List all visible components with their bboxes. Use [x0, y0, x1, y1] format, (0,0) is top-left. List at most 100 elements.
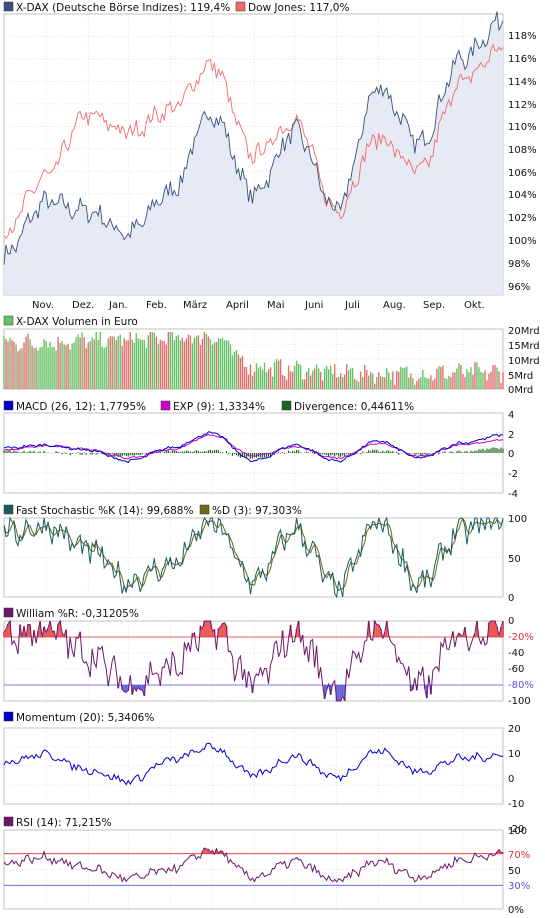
price-ytick: 106% — [508, 168, 537, 179]
volume-bar — [380, 376, 382, 389]
stoch-k-legend-label: Fast Stochastic %K (14): 99,688% — [16, 505, 193, 517]
volume-bar — [484, 370, 486, 389]
stoch-k-line — [3, 516, 504, 599]
volume-bar — [450, 377, 452, 389]
volume-bar — [494, 365, 496, 389]
volume-bar — [171, 332, 174, 389]
volume-bar — [123, 338, 125, 389]
volume-bar — [297, 363, 300, 389]
stoch-k-legend-swatch — [3, 504, 14, 515]
volume-bar — [323, 368, 326, 389]
volume-bar — [55, 350, 57, 389]
volume-bar — [151, 332, 153, 389]
volume-bar — [416, 380, 418, 389]
price-ytick: 118% — [508, 31, 537, 42]
rsi-ytick: 70% — [508, 850, 530, 861]
volume-bar — [99, 332, 101, 389]
volume-bar — [91, 337, 93, 389]
volume-bar — [101, 346, 103, 389]
volume-bar — [65, 345, 67, 389]
volume-bar — [213, 342, 216, 389]
volume-bar — [414, 384, 416, 389]
volume-bar — [402, 368, 404, 389]
volume-bar — [21, 348, 23, 389]
month-label-mai: Mai — [267, 300, 285, 311]
month-label-dez: Dez. — [72, 300, 94, 311]
volume-ytick: 5Mrd — [508, 371, 533, 382]
volume-bar — [97, 340, 99, 389]
volume-bar — [490, 371, 492, 389]
momentum-plot — [3, 727, 504, 805]
volume-ytick: 0Mrd — [508, 385, 533, 396]
volume-bar — [53, 346, 55, 389]
stoch-d-legend-swatch — [199, 504, 210, 515]
volume-bar — [333, 364, 336, 389]
volume-bar — [163, 340, 166, 389]
volume-bar — [384, 377, 386, 389]
volume-bar — [89, 341, 91, 389]
volume-bar — [412, 378, 414, 389]
volume-bar — [496, 367, 498, 389]
volume-bar — [498, 371, 500, 389]
month-label-nov: Nov. — [32, 300, 54, 311]
volume-bar — [482, 372, 484, 389]
macd-ytick: -2 — [508, 469, 518, 480]
volume-bar — [19, 349, 21, 389]
volume-bar — [73, 342, 75, 389]
volume-bar — [129, 332, 131, 389]
volume-bar — [27, 333, 29, 389]
volume-bar — [424, 377, 426, 389]
volume-bar — [45, 341, 47, 389]
dowjones-legend-label: Dow Jones: 117,0% — [248, 2, 349, 14]
volume-bar — [434, 378, 436, 389]
volume-bar — [303, 379, 306, 389]
price-ytick: 116% — [508, 54, 537, 65]
volume-bar — [343, 374, 346, 389]
volume-bar — [111, 336, 113, 389]
volume-bar — [476, 362, 478, 389]
volume-bar — [17, 351, 19, 389]
volume-bar — [75, 337, 77, 389]
volume-bar — [271, 376, 274, 389]
rsi-ytick: 0% — [508, 905, 524, 916]
divergence-legend-label: Divergence: 0,44611% — [294, 401, 414, 413]
price-ytick: 108% — [508, 145, 537, 156]
volume-bar — [418, 378, 420, 389]
volume-bar — [480, 371, 482, 389]
macd-ytick: 2 — [508, 430, 514, 441]
volume-bar — [390, 379, 392, 389]
volume-bar — [197, 335, 200, 389]
volume-bar — [167, 332, 170, 389]
volume-bar — [149, 332, 151, 389]
momentum-line — [3, 742, 504, 786]
volume-bar — [141, 339, 143, 389]
volume-bar — [502, 372, 504, 389]
volume-bar — [341, 377, 344, 389]
volume-bar — [205, 333, 208, 389]
volume-bar — [139, 339, 141, 389]
macd-legend-swatch — [3, 400, 14, 411]
stoch-ytick: 50 — [508, 554, 521, 565]
stoch-ytick: 0 — [508, 593, 514, 604]
volume-bar — [115, 339, 117, 389]
price-ytick: 114% — [508, 77, 537, 88]
rsi-plot — [3, 829, 504, 910]
volume-bar — [436, 368, 438, 389]
volume-bar — [311, 370, 314, 389]
price-ytick: 100% — [508, 236, 537, 247]
volume-bar — [119, 334, 121, 389]
williams-ytick: -80% — [508, 680, 534, 691]
dowjones-line — [3, 43, 504, 239]
volume-bar — [47, 347, 49, 389]
momentum-ytick: -10 — [508, 799, 524, 810]
volume-bar — [366, 369, 368, 389]
macd-ytick: 4 — [508, 410, 514, 421]
volume-bar — [394, 384, 396, 389]
volume-bar — [472, 374, 474, 389]
volume-bar — [79, 337, 81, 389]
volume-bar — [408, 377, 410, 389]
volume-bar — [137, 338, 139, 389]
volume-bar — [474, 362, 476, 389]
williams-legend-label: William %R: -0,31205% — [16, 608, 139, 620]
volume-bar — [25, 336, 27, 389]
